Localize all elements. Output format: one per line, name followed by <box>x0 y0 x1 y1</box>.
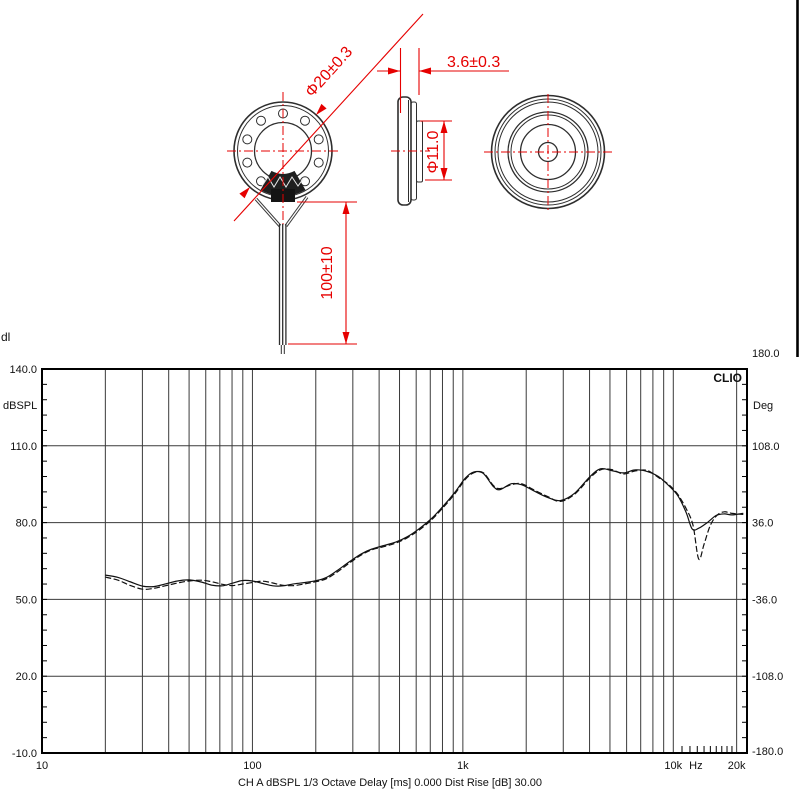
chart-frame <box>41 368 748 754</box>
vent-hole <box>256 115 266 126</box>
frequency-response-chart: 140.0 110.0 80.0 50.0 20.0 -10.0 180.0 108.0 36.… <box>3 348 783 789</box>
vent-hole <box>300 176 310 187</box>
front-view <box>227 92 341 354</box>
stray-text: dl <box>1 330 10 344</box>
lead-wires <box>254 196 309 354</box>
wire-length-label: 100±10 <box>319 246 336 299</box>
x-tick-label: 1k <box>457 760 469 772</box>
magnet-diameter-label: Φ11.0 <box>425 131 442 174</box>
y-left-tick-label: 110.0 <box>10 441 37 453</box>
vent-hole <box>242 134 253 145</box>
back-view <box>484 94 613 211</box>
frequency-response-solid <box>105 467 744 588</box>
y-left-tick-label: 80.0 <box>16 518 37 530</box>
x-tick-label: Hz <box>689 760 702 772</box>
vent-hole <box>300 115 310 126</box>
y-right-tick-label: -108.0 <box>752 671 783 683</box>
chart-minor-ticks <box>42 368 747 754</box>
y-right-tick-label: 180.0 <box>752 348 780 360</box>
y-right-unit-label: Deg <box>753 400 773 412</box>
dimension-magnet-diameter: Φ11.0 <box>420 120 452 181</box>
x-tick-label: 10 <box>36 760 48 772</box>
y-right-tick-label: 36.0 <box>752 518 773 530</box>
y-right-tick-label: 108.0 <box>752 441 780 453</box>
outer-diameter-label: Φ20±0.3 <box>302 43 356 100</box>
vent-hole <box>242 157 253 168</box>
chart-gridlines <box>42 369 747 753</box>
chart-status-line: CH A dBSPL 1/3 Octave Delay [ms] 0.000 D… <box>238 777 542 789</box>
dimension-thickness: 3.6±0.3 <box>377 48 509 113</box>
chart-curves <box>105 467 744 590</box>
x-tick-label: 20k <box>728 760 746 772</box>
clio-logo: CLIO <box>713 371 742 385</box>
x-tick-label: 100 <box>243 760 261 772</box>
frequency-response-dashed <box>105 468 744 590</box>
y-right-tick-label: -180.0 <box>752 746 783 758</box>
y-left-tick-label: 20.0 <box>16 671 37 683</box>
thickness-label: 3.6±0.3 <box>447 54 500 71</box>
y-left-tick-label: 50.0 <box>16 594 37 606</box>
x-tick-label: 10k <box>664 760 682 772</box>
chart-axis-labels: 140.0 110.0 80.0 50.0 20.0 -10.0 180.0 108.0 36.… <box>9 348 783 772</box>
vent-hole <box>313 157 324 168</box>
y-left-unit-label: dBSPL <box>3 400 37 412</box>
side-view <box>391 96 430 206</box>
y-left-tick-label: -10.0 <box>12 748 37 760</box>
dimension-wire-length: 100±10 <box>288 201 357 345</box>
vent-hole <box>313 134 324 145</box>
y-left-tick-label: 140.0 <box>9 364 37 376</box>
y-right-tick-label: -36.0 <box>752 594 777 606</box>
